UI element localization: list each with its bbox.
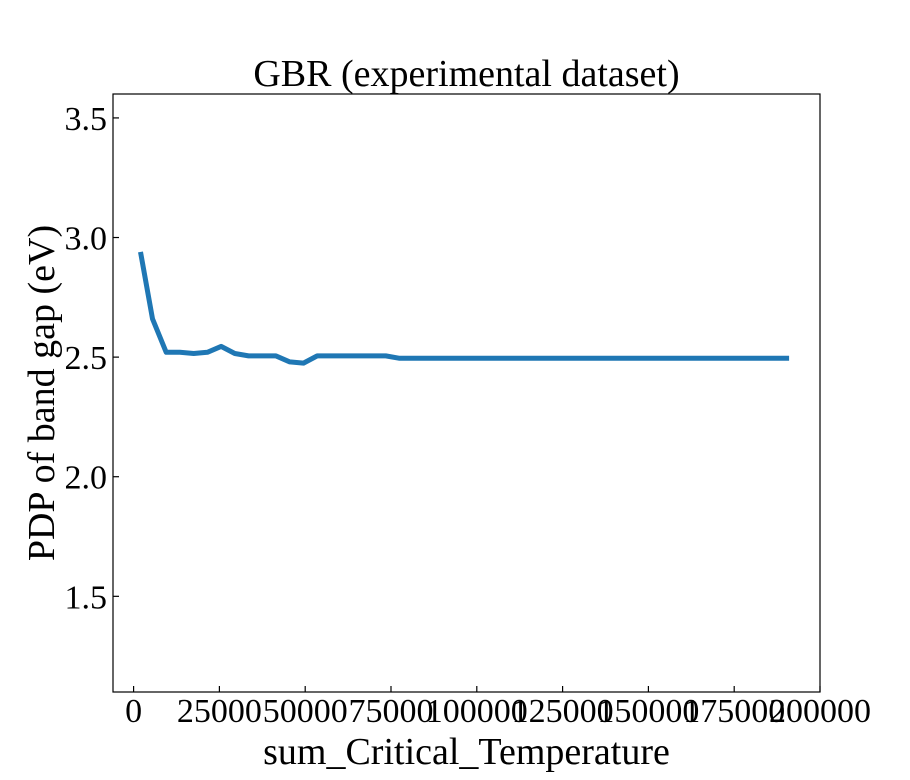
y-axis-label: PDP of band gap (eV) xyxy=(21,225,63,561)
y-tick-label: 2.0 xyxy=(65,460,108,497)
chart-title: GBR (experimental dataset) xyxy=(253,53,679,95)
x-tick-label: 100000 xyxy=(426,693,528,730)
y-tick-label: 3.0 xyxy=(65,221,108,258)
y-tick-label: 1.5 xyxy=(65,579,108,616)
y-tick-label: 3.5 xyxy=(65,101,108,138)
x-tick-label: 25000 xyxy=(177,693,262,730)
x-tick-label: 50000 xyxy=(263,693,348,730)
x-tick-label: 125000 xyxy=(512,693,614,730)
series-line-0 xyxy=(138,251,790,366)
tick-labels: 0 25000 50000 75000100000125000150000175000… xyxy=(65,101,872,730)
x-tick-label: 75000 xyxy=(348,693,433,730)
series-layer xyxy=(138,251,790,366)
x-tick-label: 175000 xyxy=(683,693,785,730)
x-tick-label: 200000 xyxy=(769,693,871,730)
x-tick-label: 0 xyxy=(125,693,142,730)
y-tick-label: 2.5 xyxy=(65,340,108,377)
plot-frame xyxy=(112,93,821,693)
x-axis-label: sum_Critical_Temperature xyxy=(263,731,670,773)
ticks xyxy=(113,117,821,692)
x-tick-label: 150000 xyxy=(597,693,699,730)
